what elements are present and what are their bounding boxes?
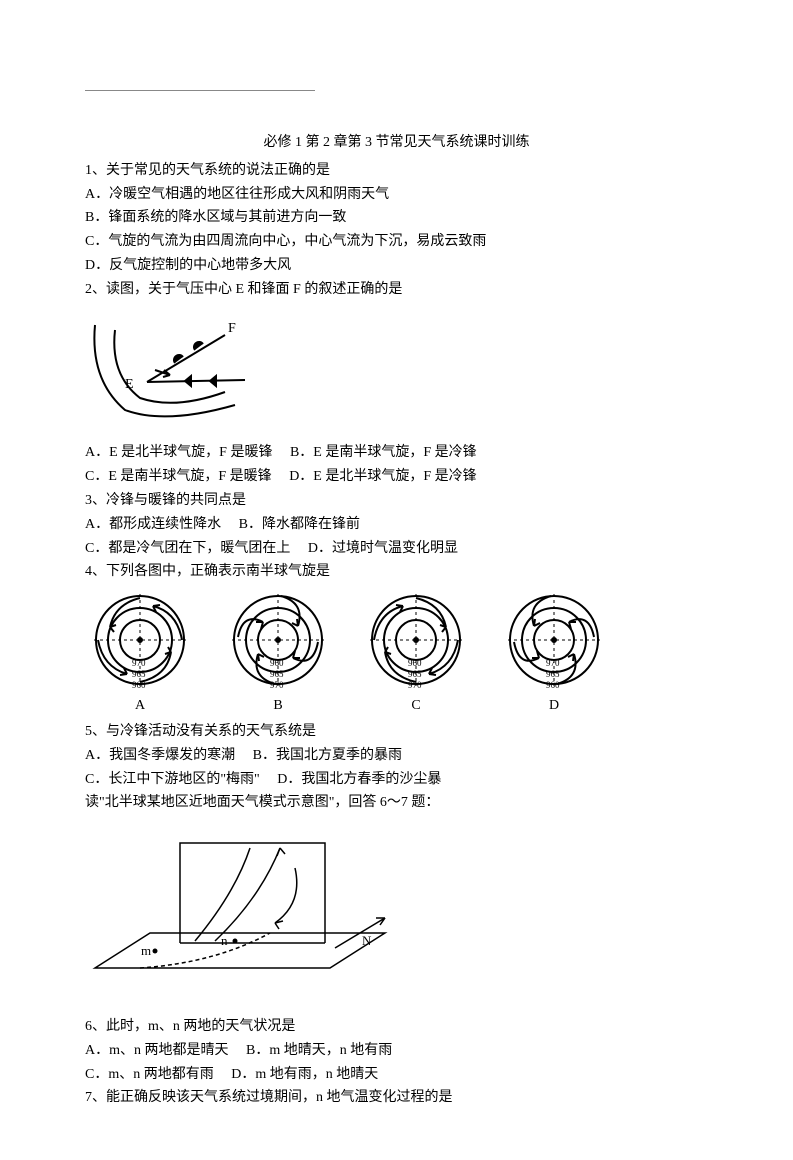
cyc-B-p3: 970 <box>270 680 284 690</box>
q6-stem: 6、此时，m、n 两地的天气状况是 <box>85 1015 708 1039</box>
header-rule <box>85 90 315 91</box>
front-diagram-svg: F E <box>85 310 255 425</box>
q3-row1: A．都形成连续性降水 B．降水都降在锋前 <box>85 513 708 537</box>
q3-stem: 3、冷锋与暖锋的共同点是 <box>85 489 708 513</box>
page-title: 必修 1 第 2 章第 3 节常见天气系统课时训练 <box>85 131 708 155</box>
label-F: F <box>228 321 236 336</box>
q2-figure: F E <box>85 310 708 434</box>
label-N: N <box>362 933 372 948</box>
cyclone-D: 970 965 960 <box>499 592 609 692</box>
cyc-A-p1: 970 <box>132 658 146 668</box>
q1-optD: D．反气旋控制的中心地带多大风 <box>85 254 708 278</box>
q6-optA: A．m、n 两地都是晴天 <box>85 1043 229 1058</box>
q2-optB: B．E 是南半球气旋，F 是冷锋 <box>290 445 477 460</box>
q3-optB: B．降水都降在锋前 <box>239 517 360 532</box>
label-m: m <box>141 943 151 958</box>
q3-optA: A．都形成连续性降水 <box>85 517 221 532</box>
cyc-C-p2: 965 <box>408 669 422 679</box>
q4-label-D: D <box>499 694 609 718</box>
cyclone-B: 960 965 970 <box>223 592 333 692</box>
cyc-A-p3: 960 <box>132 680 146 690</box>
q5-stem: 5、与冷锋活动没有关系的天气系统是 <box>85 720 708 744</box>
q2-row1: A．E 是北半球气旋，F 是暖锋 B．E 是南半球气旋，F 是冷锋 <box>85 441 708 465</box>
cyc-B-p2: 965 <box>270 669 284 679</box>
q4-label-B: B <box>223 694 333 718</box>
label-E: E <box>125 377 134 392</box>
q2-optD: D．E 是北半球气旋，F 是冷锋 <box>289 469 476 484</box>
cyc-C-p1: 960 <box>408 658 422 668</box>
q3-optD: D．过境时气温变化明显 <box>308 541 458 556</box>
cyc-A-p2: 965 <box>132 669 146 679</box>
q4-label-A: A <box>85 694 195 718</box>
q5-row1: A．我国冬季爆发的寒潮 B．我国北方夏季的暴雨 <box>85 744 708 768</box>
q2-stem: 2、读图，关于气压中心 E 和锋面 F 的叙述正确的是 <box>85 278 708 302</box>
cyclone-A: 970 965 960 <box>85 592 195 692</box>
q6-optB: B．m 地晴天，n 地有雨 <box>246 1043 392 1058</box>
q6-optD: D．m 地有雨，n 地晴天 <box>231 1067 378 1082</box>
q5-row2: C．长江中下游地区的"梅雨" D．我国北方春季的沙尘暴 <box>85 768 708 792</box>
q6-row2: C．m、n 两地都有雨 D．m 地有雨，n 地晴天 <box>85 1063 708 1087</box>
weather-3d-svg: m n N <box>85 823 405 998</box>
q2-row2: C．E 是南半球气旋，F 是暖锋 D．E 是北半球气旋，F 是冷锋 <box>85 465 708 489</box>
q67-figure: m n N <box>85 823 708 1007</box>
q1-stem: 1、关于常见的天气系统的说法正确的是 <box>85 159 708 183</box>
label-n: n <box>221 933 228 948</box>
cyc-C-p3: 970 <box>408 680 422 690</box>
q5-optD: D．我国北方春季的沙尘暴 <box>277 772 441 787</box>
q1-optB: B．锋面系统的降水区域与其前进方向一致 <box>85 206 708 230</box>
cyc-D-p1: 970 <box>546 658 560 668</box>
cyc-B-p1: 960 <box>270 658 284 668</box>
q3-optC: C．都是冷气团在下，暖气团在上 <box>85 541 290 556</box>
q5-optB: B．我国北方夏季的暴雨 <box>253 748 402 763</box>
q6-optC: C．m、n 两地都有雨 <box>85 1067 214 1082</box>
q2-optC: C．E 是南半球气旋，F 是暖锋 <box>85 469 272 484</box>
worksheet-page: 必修 1 第 2 章第 3 节常见天气系统课时训练 1、关于常见的天气系统的说法… <box>0 0 793 1160</box>
q3-row2: C．都是冷气团在下，暖气团在上 D．过境时气温变化明显 <box>85 537 708 561</box>
q5-optA: A．我国冬季爆发的寒潮 <box>85 748 235 763</box>
cyc-D-p3: 960 <box>546 680 560 690</box>
q4-label-C: C <box>361 694 471 718</box>
cyclone-C: 960 965 970 <box>361 592 471 692</box>
q1-optC: C．气旋的气流为由四周流向中心，中心气流为下沉，易成云致雨 <box>85 230 708 254</box>
q4-figures: 970 965 960 960 965 970 <box>85 592 708 692</box>
q4-labels: A B C D <box>85 694 708 718</box>
q6-row1: A．m、n 两地都是晴天 B．m 地晴天，n 地有雨 <box>85 1039 708 1063</box>
q4-stem: 4、下列各图中，正确表示南半球气旋是 <box>85 560 708 584</box>
cyc-D-p2: 965 <box>546 669 560 679</box>
q7-stem: 7、能正确反映该天气系统过境期间，n 地气温变化过程的是 <box>85 1086 708 1110</box>
q1-optA: A．冷暖空气相遇的地区往往形成大风和阴雨天气 <box>85 183 708 207</box>
q5-optC: C．长江中下游地区的"梅雨" <box>85 772 260 787</box>
q2-optA: A．E 是北半球气旋，F 是暖锋 <box>85 445 272 460</box>
intro-67: 读"北半球某地区近地面天气模式示意图"，回答 6～7 题： <box>85 791 708 815</box>
